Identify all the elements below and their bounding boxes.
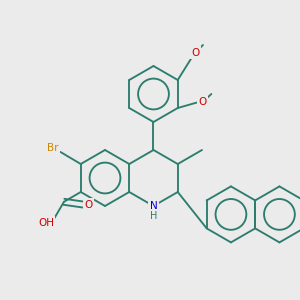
Text: H: H	[150, 211, 157, 221]
Text: Br: Br	[47, 143, 58, 153]
Text: N: N	[150, 201, 158, 211]
Text: O: O	[84, 200, 93, 210]
Text: O: O	[198, 98, 206, 107]
Text: OH: OH	[38, 218, 54, 228]
Text: O: O	[192, 48, 200, 58]
